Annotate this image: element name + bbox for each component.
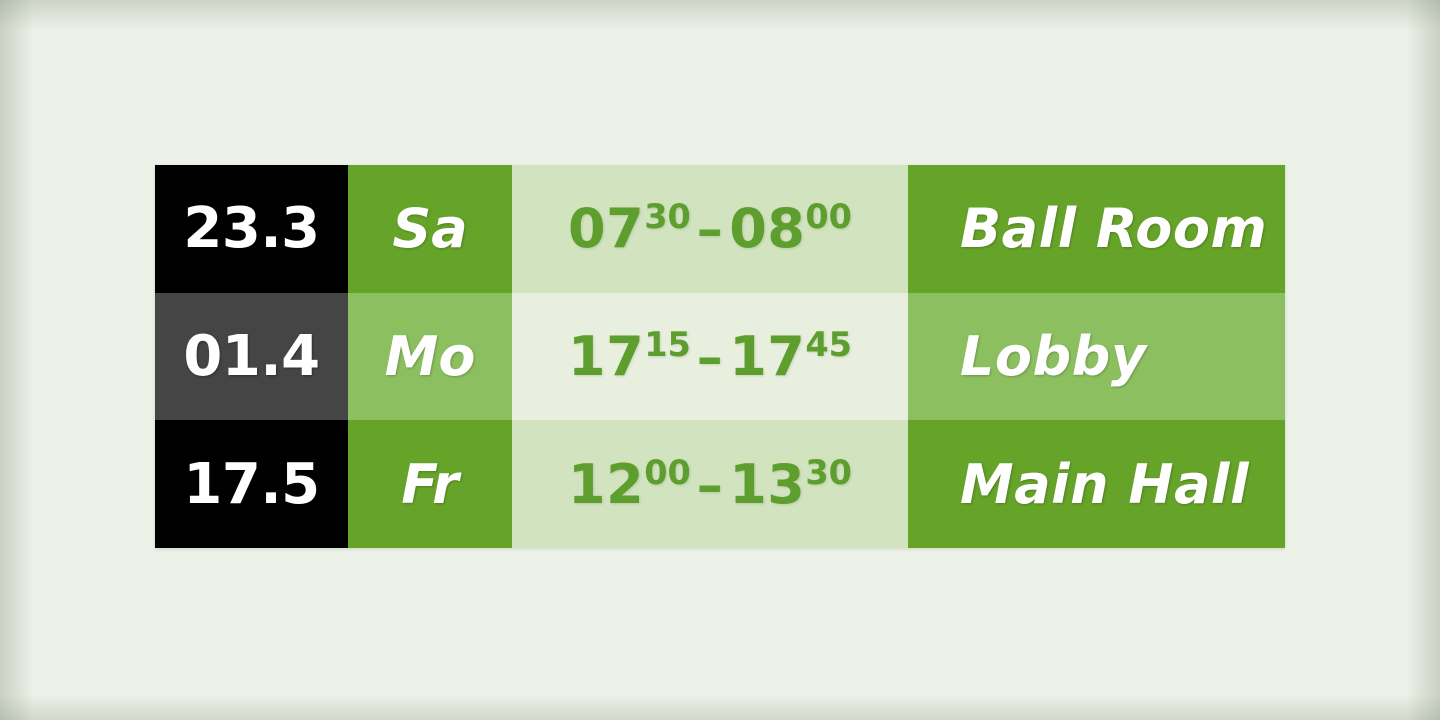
end-minute: 45 — [805, 325, 852, 364]
time-cell: 0730–0800 — [512, 165, 908, 293]
start-minute: 15 — [644, 325, 691, 364]
start-minute: 00 — [644, 452, 691, 492]
start-hour: 17 — [568, 325, 645, 388]
end-hour: 17 — [729, 325, 806, 388]
venue-cell: Main Hall — [908, 420, 1285, 549]
range-dash: – — [696, 455, 724, 516]
date-cell: 17.5 — [155, 420, 348, 549]
time-range: 1715–1745 — [568, 325, 852, 388]
table-row[interactable]: 17.5 Fr 1200–1330 Main Hall — [155, 420, 1285, 549]
date-value: 17.5 — [183, 451, 320, 517]
weekday-value: Fr — [401, 452, 459, 516]
venue-value: Ball Room — [960, 197, 1268, 261]
start-hour: 12 — [568, 452, 645, 516]
start-minute: 30 — [644, 197, 691, 237]
start-hour: 07 — [568, 197, 645, 261]
range-dash: – — [696, 200, 724, 261]
venue-value: Lobby — [960, 325, 1147, 388]
weekday-value: Sa — [392, 197, 468, 261]
date-cell: 01.4 — [155, 292, 348, 421]
time-cell: 1715–1745 — [512, 292, 908, 421]
weekday-cell: Mo — [348, 292, 512, 421]
table-row[interactable]: 01.4 Mo 1715–1745 Lobby — [155, 292, 1285, 421]
weekday-value: Mo — [384, 325, 476, 388]
weekday-cell: Fr — [348, 420, 512, 549]
schedule-table: 23.3 Sa 0730–0800 Ball Room 01.4 Mo 1715… — [155, 165, 1285, 549]
end-hour: 08 — [729, 197, 806, 261]
time-range: 1200–1330 — [568, 453, 852, 516]
time-cell: 1200–1330 — [512, 420, 908, 549]
venue-cell: Lobby — [908, 292, 1285, 421]
end-minute: 30 — [805, 452, 852, 492]
date-cell: 23.3 — [155, 165, 348, 293]
table-row[interactable]: 23.3 Sa 0730–0800 Ball Room — [155, 165, 1285, 293]
weekday-cell: Sa — [348, 165, 512, 293]
date-value: 23.3 — [183, 196, 320, 262]
end-hour: 13 — [729, 452, 806, 516]
venue-value: Main Hall — [960, 452, 1250, 516]
venue-cell: Ball Room — [908, 165, 1285, 293]
time-range: 0730–0800 — [568, 197, 852, 260]
end-minute: 00 — [805, 197, 852, 237]
range-dash: – — [696, 328, 724, 388]
date-value: 01.4 — [183, 324, 320, 389]
